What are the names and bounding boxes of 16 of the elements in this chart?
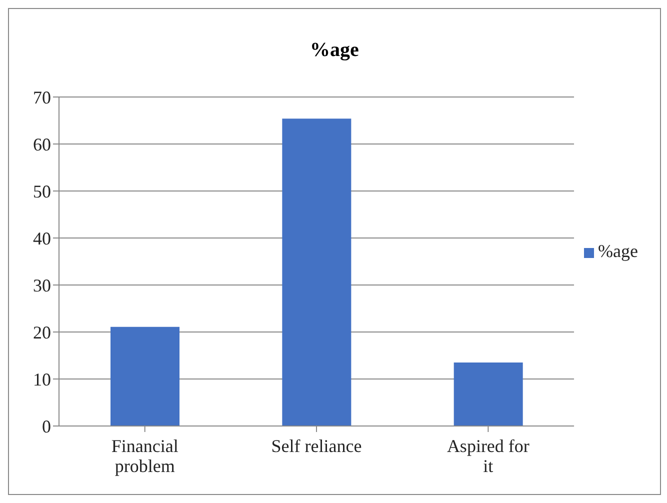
legend-label: %age: [598, 241, 638, 261]
bar: [282, 118, 352, 426]
chart-title: %age: [309, 39, 360, 62]
y-tick-label: 0: [42, 416, 51, 436]
x-tick-label: Aspired for it: [446, 436, 530, 476]
y-tick-label: 70: [33, 87, 51, 108]
x-tick-label: Financial problem: [111, 436, 178, 476]
x-tick-label: Self reliance: [271, 436, 362, 456]
y-tick-label: 40: [33, 228, 51, 248]
y-tick-label: 50: [33, 181, 51, 202]
y-tick-label: 20: [33, 322, 51, 342]
bar: [454, 362, 523, 426]
y-tick-label: 30: [33, 275, 51, 296]
bar: [110, 326, 180, 426]
y-tick-label: 10: [33, 369, 51, 390]
y-tick-label: 60: [33, 134, 51, 154]
